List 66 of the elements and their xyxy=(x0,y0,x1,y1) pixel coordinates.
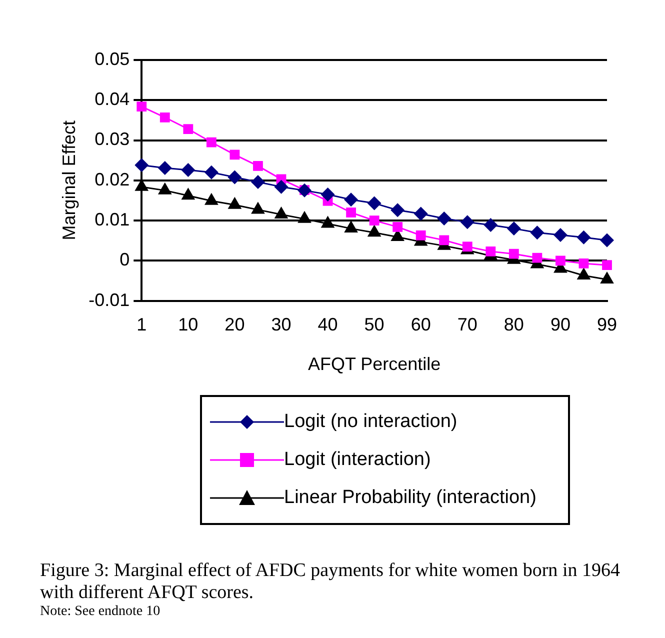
y-tick-label: 0.02 xyxy=(94,169,130,190)
x-tick-label: 40 xyxy=(318,314,338,335)
point xyxy=(253,161,263,171)
y-tick-label: -0.01 xyxy=(88,290,130,310)
point xyxy=(346,208,356,218)
point xyxy=(369,216,380,226)
point xyxy=(416,230,426,240)
x-tick-label: 60 xyxy=(410,314,431,335)
x-tick-label: 30 xyxy=(271,314,292,335)
y-tick-label: 0.03 xyxy=(94,129,130,150)
y-tick-label: 0.01 xyxy=(94,210,130,230)
point xyxy=(462,242,472,252)
point xyxy=(181,162,196,177)
y-tick-label: 0.04 xyxy=(94,89,130,110)
point xyxy=(160,112,170,122)
point xyxy=(576,230,591,244)
point xyxy=(576,268,591,280)
legend-label: Linear Probability (interaction) xyxy=(284,487,536,509)
x-tick-label: 50 xyxy=(364,314,384,335)
x-tick-label: 80 xyxy=(504,314,524,335)
point xyxy=(484,218,498,232)
point xyxy=(158,160,172,175)
x-tick-label: 90 xyxy=(550,314,570,335)
point xyxy=(437,212,452,226)
y-axis-title: Marginal Effect xyxy=(58,120,79,240)
point xyxy=(367,196,382,210)
point xyxy=(390,203,405,218)
point xyxy=(228,170,242,184)
point xyxy=(530,226,544,240)
point xyxy=(508,248,519,259)
x-tick-label: 1 xyxy=(136,314,147,335)
point xyxy=(344,192,358,207)
y-tick-label: 0.05 xyxy=(94,48,130,69)
point xyxy=(136,102,147,112)
x-tick-label: 20 xyxy=(224,314,245,335)
point xyxy=(134,158,149,172)
point xyxy=(486,246,496,256)
caption: Figure 3: Marginal effect of AFDC payments for white women born in 1964 with different AFQT scores. xyxy=(40,560,620,604)
legend-label: Logit (interaction) xyxy=(284,449,431,471)
y-tick-label: 0 xyxy=(120,250,130,270)
point xyxy=(600,272,614,284)
point xyxy=(230,150,240,160)
text: Note: See endnote 10 xyxy=(40,604,162,620)
point xyxy=(600,233,614,248)
point xyxy=(298,183,312,198)
point xyxy=(274,180,288,194)
point xyxy=(460,215,474,230)
point xyxy=(414,206,428,221)
point xyxy=(532,252,542,263)
point xyxy=(553,228,568,242)
legend-label: Logit (no interaction) xyxy=(284,411,458,433)
point xyxy=(439,235,450,246)
x-axis-title: AFQT Percentile xyxy=(308,354,441,374)
point xyxy=(320,187,335,202)
x-tick-label: 70 xyxy=(457,314,478,335)
point xyxy=(204,165,218,180)
point xyxy=(250,175,265,190)
point xyxy=(602,260,612,270)
point xyxy=(183,124,194,134)
point xyxy=(506,222,521,236)
point xyxy=(556,256,566,266)
point xyxy=(392,222,403,232)
x-tick-label: 10 xyxy=(178,314,198,335)
x-tick-label: 99 xyxy=(596,314,618,335)
point xyxy=(578,258,589,268)
point xyxy=(206,137,216,148)
